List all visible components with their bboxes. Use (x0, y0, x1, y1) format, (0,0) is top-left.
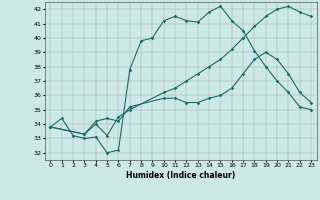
X-axis label: Humidex (Indice chaleur): Humidex (Indice chaleur) (126, 171, 236, 180)
